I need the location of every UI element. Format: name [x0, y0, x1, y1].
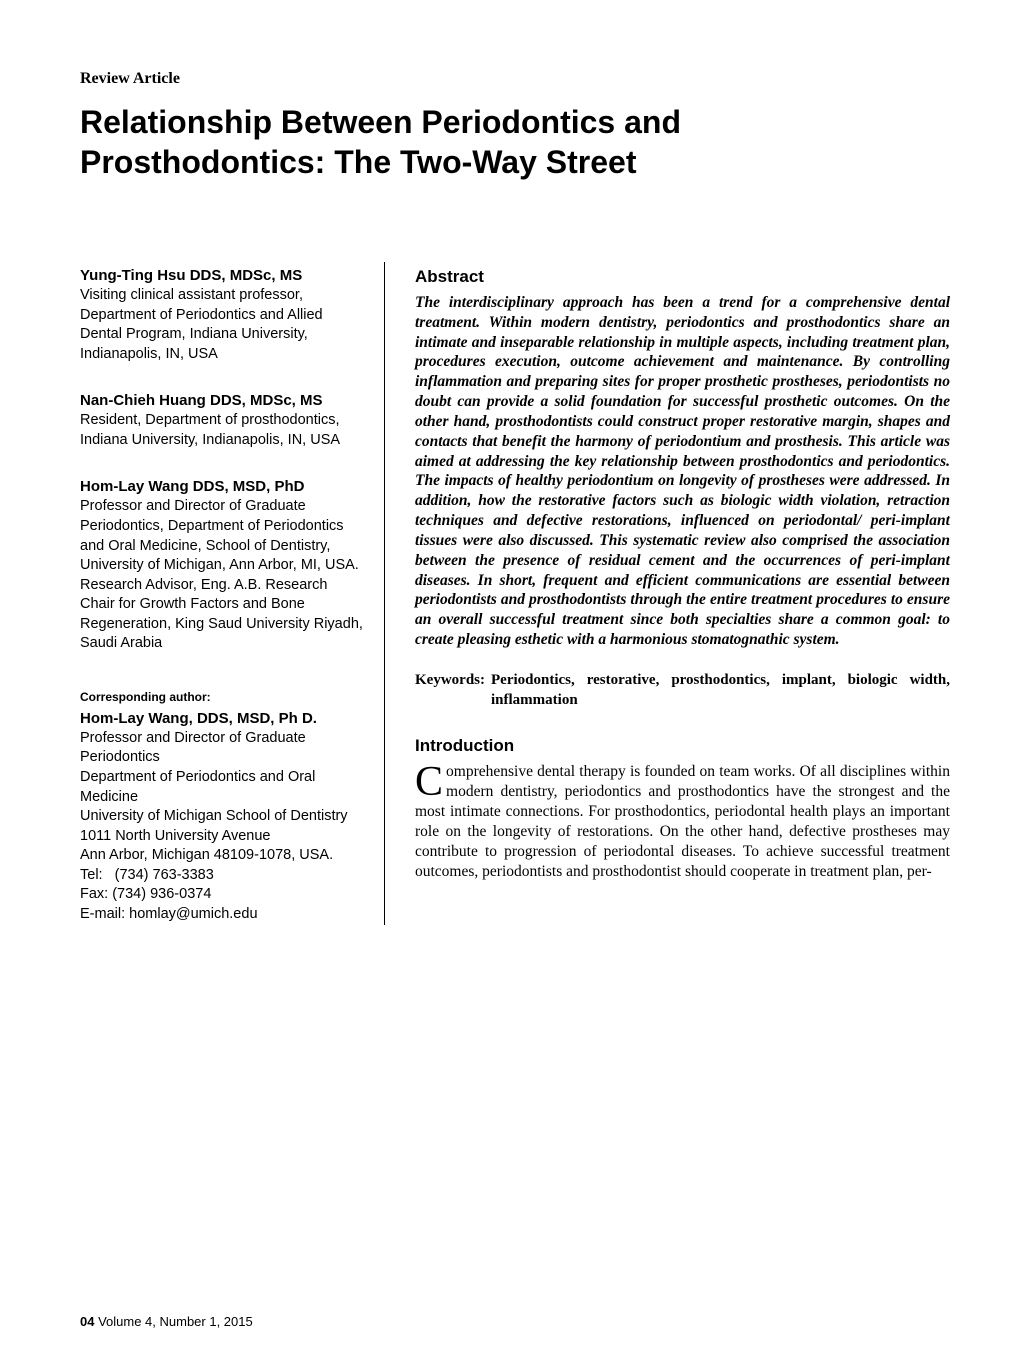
left-column: Yung-Ting Hsu DDS, MDSc, MS Visiting cli… [80, 262, 385, 925]
introduction-body: Comprehensive dental therapy is founded … [415, 762, 950, 881]
right-column: Abstract The interdisciplinary approach … [415, 262, 950, 925]
author-block-2: Nan-Chieh Huang DDS, MDSc, MS Resident, … [80, 392, 364, 450]
volume-info: Volume 4, Number 1, 2015 [94, 1314, 252, 1329]
title-line-1: Relationship Between Periodontics and [80, 102, 950, 142]
corr-line: Professor and Director of Graduate Perio… [80, 729, 364, 768]
author-affiliation: Visiting clinical assistant professor, D… [80, 286, 364, 364]
corr-line: 1011 North University Avenue [80, 827, 364, 847]
abstract-body: The interdisciplinary approach has been … [415, 293, 950, 650]
page-footer: 04 Volume 4, Number 1, 2015 [80, 1314, 253, 1329]
author-name: Hom-Lay Wang DDS, MSD, PhD [80, 478, 364, 495]
abstract-heading: Abstract [415, 267, 950, 287]
page-number: 04 [80, 1314, 94, 1329]
author-name: Nan-Chieh Huang DDS, MDSc, MS [80, 392, 364, 409]
keywords-label: Keywords: [415, 670, 485, 711]
two-column-layout: Yung-Ting Hsu DDS, MDSc, MS Visiting cli… [80, 262, 950, 925]
corr-line: Fax: (734) 936-0374 [80, 885, 364, 905]
article-title: Relationship Between Periodontics and Pr… [80, 102, 950, 182]
author-block-1: Yung-Ting Hsu DDS, MDSc, MS Visiting cli… [80, 267, 364, 364]
author-affiliation: Professor and Director of Graduate Perio… [80, 497, 364, 654]
author-block-3: Hom-Lay Wang DDS, MSD, PhD Professor and… [80, 478, 364, 654]
corr-line: E-mail: homlay@umich.edu [80, 905, 364, 925]
title-line-2: Prosthodontics: The Two-Way Street [80, 142, 950, 182]
corresponding-author-name: Hom-Lay Wang, DDS, MSD, Ph D. [80, 710, 364, 727]
corr-line: Tel: (734) 763-3383 [80, 866, 364, 886]
introduction-heading: Introduction [415, 736, 950, 756]
corr-line: Ann Arbor, Michigan 48109-1078, USA. [80, 846, 364, 866]
corr-line: University of Michigan School of Dentist… [80, 807, 364, 827]
corresponding-author-label: Corresponding author: [80, 690, 364, 704]
keywords-block: Keywords: Periodontics, restorative, pro… [415, 670, 950, 711]
author-name: Yung-Ting Hsu DDS, MDSc, MS [80, 267, 364, 284]
dropcap: C [415, 762, 446, 801]
corresponding-author-details: Professor and Director of Graduate Perio… [80, 729, 364, 925]
intro-text: omprehensive dental therapy is founded o… [415, 763, 950, 879]
keywords-body: Periodontics, restorative, prosthodontic… [485, 670, 950, 711]
author-affiliation: Resident, Department of prosthodontics, … [80, 411, 364, 450]
corr-line: Department of Periodontics and Oral Medi… [80, 768, 364, 807]
review-article-label: Review Article [80, 70, 950, 88]
